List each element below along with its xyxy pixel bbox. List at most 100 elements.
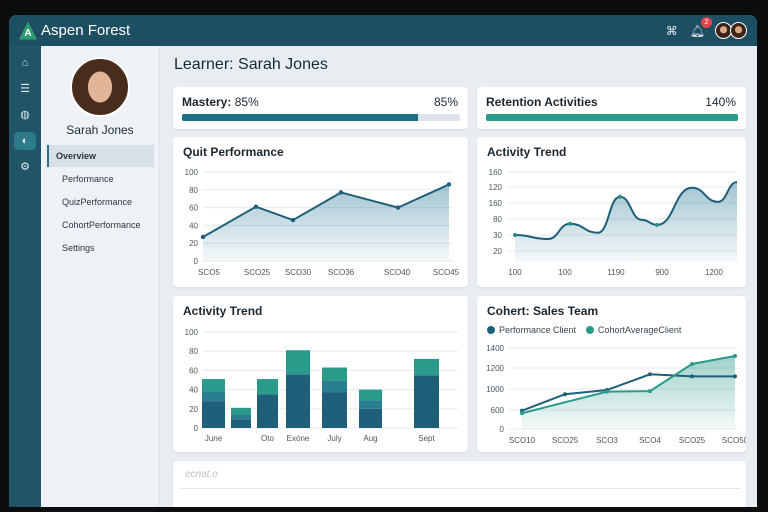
app-title: Aspen Forest xyxy=(41,22,131,39)
gear-icon[interactable]: ⚙ xyxy=(20,161,30,173)
nav-quiz-performance[interactable]: QuizPerformance xyxy=(62,197,133,207)
data-point xyxy=(200,234,206,240)
top-bar: A Aspen Forest ⌘ 🔔︎ 2 xyxy=(9,15,757,46)
icon-rail: ⌂ ☰ ◍ ◐ ⚙ xyxy=(9,46,41,507)
x-tick-label: 900 xyxy=(655,268,669,277)
nav-overview[interactable]: Overview xyxy=(47,145,154,167)
x-tick-label: SCO10 xyxy=(509,436,536,445)
bar-segment xyxy=(286,374,310,428)
activity-trend-bar-card: 0 20 40 60 80 100 June Oto Exòne July Aug Sept Acti… xyxy=(173,296,468,452)
page-title: Learner: Sarah Jones xyxy=(174,56,328,73)
bar-segment xyxy=(257,394,278,428)
screen: A Aspen Forest ⌘ 🔔︎ 2 ⌂ ☰ ◍ ◐ ⚙ Sarah Jon… xyxy=(9,15,757,507)
bar-segment xyxy=(359,389,382,401)
data-point xyxy=(253,204,259,209)
bar-segment xyxy=(359,408,382,428)
y-tick-label: 80 xyxy=(189,347,198,356)
nav-settings[interactable]: Settings xyxy=(62,243,95,253)
series-line xyxy=(514,181,738,240)
x-tick-label: SCO25 xyxy=(679,436,706,445)
dashboard-icon[interactable]: ◐ xyxy=(14,132,36,150)
x-tick-label: SCO30 xyxy=(285,268,312,277)
command-icon[interactable]: ⌘ xyxy=(665,23,678,38)
y-tick-label: 40 xyxy=(189,386,198,395)
x-tick-label: 100 xyxy=(558,268,572,277)
retention-card: Retention Activities 140% xyxy=(477,87,746,129)
bar-segment xyxy=(257,379,278,395)
chart-title: Cohert: Sales Team xyxy=(487,304,599,318)
legend-label: Performance Client xyxy=(499,325,577,335)
main-content: Learner: Sarah Jones Mastery: 85% 85% Re… xyxy=(160,46,757,507)
quiz-performance-card: 0 20 40 60 80 100 SCO5 SCO25 SCO30 SCO36 SCO40 SCO4… xyxy=(173,137,468,287)
retention-value: 140% xyxy=(705,95,736,109)
activity-trend-line-chart: 160 120 160 80 30 20 100 100 1190 900 1200 xyxy=(489,168,738,277)
data-point xyxy=(648,389,652,394)
logo-icon: A xyxy=(19,21,37,40)
y-tick-label: 20 xyxy=(493,247,502,256)
divider xyxy=(179,488,740,489)
y-tick-label: 100 xyxy=(185,328,199,337)
data-point xyxy=(648,372,652,377)
y-tick-label: 0 xyxy=(194,424,199,433)
x-tick-label: Oto xyxy=(261,434,274,443)
nav-cohort-performance[interactable]: CohortPerformance xyxy=(62,220,141,230)
bar-segment xyxy=(202,379,225,392)
area-fill xyxy=(203,184,449,261)
x-tick-label: SCO4 xyxy=(639,436,661,445)
legend-item: CohortAverageClient xyxy=(586,325,681,335)
x-tick-label: 1190 xyxy=(607,268,625,277)
mastery-progress-fill xyxy=(182,114,419,121)
mastery-inline-value: 85% xyxy=(234,95,259,109)
nav-performance[interactable]: Performance xyxy=(62,174,114,184)
legend-dot xyxy=(487,326,495,334)
x-tick-label: 1200 xyxy=(705,268,723,277)
notes-card: ecnat.o xyxy=(173,461,746,507)
retention-progress-bar xyxy=(486,114,738,121)
legend-label: CohortAverageClient xyxy=(598,325,682,335)
y-tick-label: 1200 xyxy=(486,364,504,373)
activity-trend-line-card: 160 120 160 80 30 20 100 100 1190 900 1200 Activit… xyxy=(477,137,746,287)
bar-segment xyxy=(231,414,251,420)
data-point xyxy=(605,389,609,394)
y-tick-label: 60 xyxy=(189,366,198,375)
y-tick-label: 80 xyxy=(493,215,502,224)
user-avatars[interactable] xyxy=(715,22,747,39)
bar-segment xyxy=(286,350,310,375)
globe-icon[interactable]: ◍ xyxy=(20,109,30,121)
avatar[interactable] xyxy=(730,22,747,39)
learner-name: Sarah Jones xyxy=(66,123,134,137)
x-tick-label: Aug xyxy=(363,434,377,443)
x-tick-label: SCO36 xyxy=(328,268,355,277)
y-tick-label: 40 xyxy=(189,221,198,230)
list-icon[interactable]: ☰ xyxy=(20,83,30,95)
y-tick-label: 60 xyxy=(189,204,198,213)
bar-segment xyxy=(231,407,251,415)
notification-bell-icon[interactable]: 🔔︎ 2 xyxy=(690,16,712,38)
y-tick-label: 80 xyxy=(189,186,198,195)
y-tick-label: 600 xyxy=(491,406,505,415)
data-point xyxy=(520,411,524,416)
notes-text: ecnat.o xyxy=(185,469,218,480)
x-tick-label: SCO25 xyxy=(552,436,579,445)
legend-item: Performance Client xyxy=(487,325,576,335)
mastery-card: Mastery: 85% 85% xyxy=(173,87,468,129)
data-point xyxy=(618,194,622,199)
y-tick-label: 160 xyxy=(489,168,503,177)
x-tick-label: SCO25 xyxy=(244,268,271,277)
logo-letter: A xyxy=(24,27,32,39)
y-tick-label: 30 xyxy=(493,231,502,240)
mastery-value: 85% xyxy=(433,95,458,109)
chart-title: Activity Trend xyxy=(487,145,567,159)
bar-segment xyxy=(231,419,251,428)
home-icon[interactable]: ⌂ xyxy=(21,57,29,69)
bar-segment xyxy=(414,375,439,428)
bar-segment xyxy=(322,367,347,381)
bar-segment xyxy=(202,391,225,402)
cohort-chart: 0 600 1000 1200 1400 SCO10 SCO25 SCO3 SCO4 SCO25 S… xyxy=(486,344,746,445)
series-line xyxy=(521,373,735,412)
bar-segment xyxy=(414,358,439,376)
x-tick-label: Exòne xyxy=(287,434,310,443)
data-point xyxy=(733,374,737,379)
x-tick-label: SCO45 xyxy=(433,268,460,277)
x-tick-label: 100 xyxy=(508,268,522,277)
